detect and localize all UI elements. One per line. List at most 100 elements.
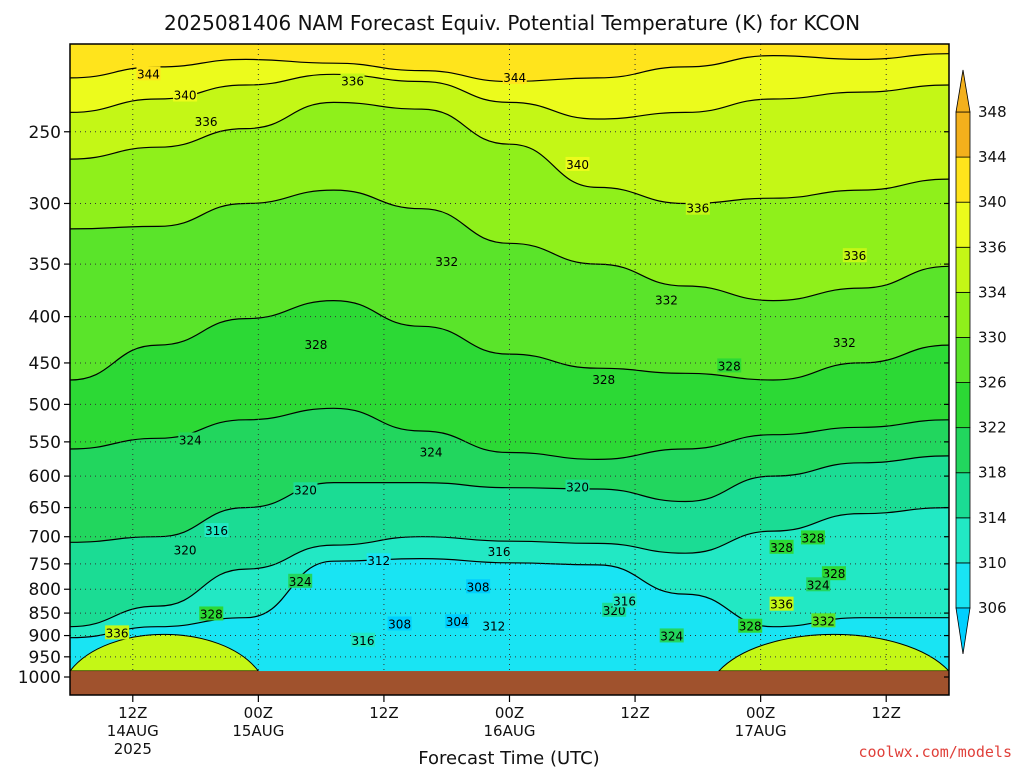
contour-label-bg bbox=[654, 292, 679, 307]
colorbar-tick-label: 348 bbox=[978, 103, 1007, 121]
contour-label: 328 bbox=[304, 338, 327, 352]
contour-label-bg bbox=[178, 432, 203, 447]
colorbar-segment bbox=[955, 382, 971, 429]
colorbar-tick-label: 336 bbox=[978, 238, 1007, 256]
plot-area: 344 344 340 340 336 336 336 336 332 332 332 328 328 3… bbox=[70, 44, 949, 695]
contour-label: 324 bbox=[807, 578, 830, 592]
colorbar-tick-label: 306 bbox=[978, 599, 1007, 617]
x-tick-label-top: 00Z bbox=[746, 704, 775, 722]
contour-label-bg bbox=[434, 253, 459, 268]
contour-label: 308 bbox=[467, 580, 490, 594]
contour-label: 328 bbox=[770, 541, 793, 555]
contour-label: 308 bbox=[388, 617, 411, 631]
contour-label-bg bbox=[591, 372, 616, 387]
y-tick-label: 450 bbox=[29, 354, 61, 374]
contour-label-bg bbox=[340, 73, 365, 88]
colorbar-tick-label: 310 bbox=[978, 554, 1007, 572]
y-tick-label: 850 bbox=[29, 604, 61, 624]
x-tick-label-mid: 14AUG bbox=[107, 722, 159, 740]
contour-label-bg bbox=[419, 444, 444, 459]
colorbar-tick-label: 344 bbox=[978, 148, 1007, 166]
y-tick-label: 1000 bbox=[18, 668, 61, 688]
contour-label: 328 bbox=[718, 359, 741, 373]
y-tick-label: 900 bbox=[29, 627, 61, 647]
contour-label-bg bbox=[800, 530, 825, 545]
contour-label: 316 bbox=[613, 594, 636, 608]
contour-label: 320 bbox=[174, 544, 197, 558]
chart-title: 2025081406 NAM Forecast Equiv. Potential… bbox=[164, 11, 860, 35]
x-tick-label-mid: 15AUG bbox=[232, 722, 284, 740]
contour-label: 324 bbox=[289, 575, 312, 589]
contour-label: 336 bbox=[106, 626, 129, 640]
colorbar-segment bbox=[955, 517, 971, 564]
contour-label-bg bbox=[565, 156, 590, 171]
x-tick-label-top: 12Z bbox=[118, 704, 147, 722]
contour-label: 328 bbox=[802, 531, 825, 545]
ground-terrain bbox=[70, 671, 949, 695]
colorbar: 306 310 314 318 322 326 330 334 336 340 344 348 bbox=[955, 69, 1007, 655]
colorbar-tick-label: 314 bbox=[978, 509, 1007, 527]
contour-label: 336 bbox=[843, 249, 866, 263]
y-tick-label: 800 bbox=[29, 580, 61, 600]
isentrope-340 bbox=[70, 73, 949, 120]
y-tick-label: 750 bbox=[29, 555, 61, 575]
colorbar-segment bbox=[955, 201, 971, 248]
contour-label-bg bbox=[173, 542, 198, 557]
contour-label: 320 bbox=[566, 481, 589, 495]
colorbar-segment bbox=[955, 111, 971, 158]
contour-label: 340 bbox=[566, 158, 589, 172]
colorbar-segment bbox=[955, 427, 971, 474]
contour-label-bg bbox=[769, 596, 794, 611]
contour-label: 332 bbox=[435, 255, 458, 269]
x-tick-label-top: 12Z bbox=[620, 704, 649, 722]
contour-label-bg bbox=[821, 566, 846, 581]
contour-label-bg bbox=[445, 614, 470, 629]
isentrope-332 bbox=[70, 189, 949, 302]
contour-label-bg bbox=[685, 200, 710, 215]
y-tick-label: 300 bbox=[29, 194, 61, 214]
contour-label-bg bbox=[136, 66, 161, 81]
contour-label: 336 bbox=[341, 74, 364, 88]
x-tick-label-top: 00Z bbox=[495, 704, 524, 722]
contour-label: 336 bbox=[686, 202, 709, 216]
credit-text: coolwx.com/models bbox=[858, 743, 1012, 761]
contour-label-bg bbox=[487, 544, 512, 559]
contour-label: 344 bbox=[137, 67, 160, 81]
colorbar-tick-label: 322 bbox=[978, 419, 1007, 437]
isentrope-316 bbox=[70, 507, 949, 628]
contour-label-bg bbox=[293, 482, 318, 497]
isentrope-324 bbox=[70, 407, 949, 461]
x-tick-label-top: 00Z bbox=[244, 704, 273, 722]
y-tick-label: 950 bbox=[29, 648, 61, 668]
x-tick-label-mid: 16AUG bbox=[484, 722, 536, 740]
contour-label-bg bbox=[717, 358, 742, 373]
contour-label: 312 bbox=[482, 620, 505, 634]
y-tick-label: 250 bbox=[29, 123, 61, 143]
x-tick-label-top: 12Z bbox=[872, 704, 901, 722]
y-tick-label: 350 bbox=[29, 255, 61, 275]
colorbar-tick-label: 340 bbox=[978, 193, 1007, 211]
contour-label: 324 bbox=[179, 433, 202, 447]
x-tick-label-top: 12Z bbox=[369, 704, 398, 722]
contour-label: 336 bbox=[195, 115, 218, 129]
colorbar-segment bbox=[955, 562, 971, 609]
contour-label-bg bbox=[659, 628, 684, 643]
contour-label: 324 bbox=[420, 445, 443, 459]
colorbar-bottom-arrow bbox=[955, 607, 971, 655]
contour-label: 328 bbox=[592, 373, 615, 387]
contour-label-bg bbox=[387, 616, 412, 631]
contour-label: 340 bbox=[174, 89, 197, 103]
y-tick-label: 700 bbox=[29, 528, 61, 548]
contour-label-bg bbox=[769, 539, 794, 554]
contour-label-bg bbox=[738, 618, 763, 633]
x-tick-label-bot: 2025 bbox=[114, 740, 152, 758]
y-tick-label: 400 bbox=[29, 308, 61, 328]
contour-label: 332 bbox=[655, 294, 678, 308]
colorbar-segment bbox=[955, 156, 971, 203]
contour-label: 332 bbox=[833, 336, 856, 350]
contour-label-bg bbox=[502, 69, 527, 84]
contour-label: 320 bbox=[294, 483, 317, 497]
x-axis-label: Forecast Time (UTC) bbox=[418, 748, 599, 768]
contour-label: 328 bbox=[739, 620, 762, 634]
